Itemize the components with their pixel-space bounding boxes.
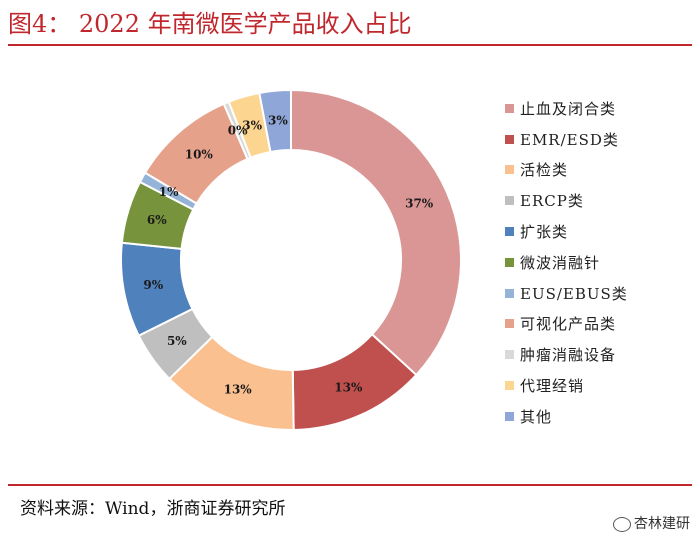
legend-swatch: [505, 165, 514, 175]
legend-item: EUS/EBUS类: [505, 278, 628, 309]
legend-swatch: [505, 196, 514, 206]
slice-label-10: 3%: [242, 119, 262, 133]
wechat-icon: [613, 516, 631, 532]
source-note: 资料来源：Wind，浙商证券研究所: [20, 499, 286, 519]
slice-label-3: 13%: [224, 382, 253, 396]
legend-label: 活检类: [520, 161, 569, 180]
slice-label-11: 3%: [268, 114, 288, 128]
legend-item: 活检类: [505, 155, 628, 186]
legend-label: 止血及闭合类: [520, 99, 617, 118]
slice-label-4: 5%: [167, 334, 187, 348]
legend-swatch: [505, 227, 514, 237]
legend-label: 微波消融针: [520, 253, 601, 272]
legend-item: 其他: [505, 401, 628, 432]
slice-1: [290, 88, 462, 377]
legend-item: 止血及闭合类: [505, 93, 628, 124]
slice-label-1: 37%: [405, 197, 434, 211]
legend-item: 微波消融针: [505, 247, 628, 278]
legend-item: 肿瘤消融设备: [505, 339, 628, 370]
slice-label-2: 13%: [334, 381, 363, 395]
slice-label-6: 6%: [147, 213, 167, 227]
title-divider: [8, 44, 692, 46]
slices-group: [120, 88, 462, 431]
chart-legend: 止血及闭合类 EMR/ESD类 活检类 ERCP类扩张类微波消融针 EUS/EBUS类可…: [505, 93, 628, 432]
legend-swatch: [505, 134, 514, 144]
legend-swatch: [505, 411, 514, 421]
watermark-text: 杏林建研: [634, 516, 690, 532]
legend-item: ERCP类: [505, 185, 628, 216]
legend-item: EMR/ESD类: [505, 124, 628, 155]
slice-label-9: 0%: [228, 124, 248, 138]
legend-swatch: [505, 288, 514, 298]
legend-label: 代理经销: [520, 377, 585, 396]
legend-swatch: [505, 381, 514, 391]
legend-item: 扩张类: [505, 216, 628, 247]
legend-label: 可视化产品类: [520, 315, 617, 334]
slice-label-7: 1%: [159, 185, 179, 199]
slice-11: [258, 88, 292, 154]
legend-swatch: [505, 350, 514, 360]
legend-swatch: [505, 319, 514, 329]
legend-swatch: [505, 257, 514, 267]
legend-label: 其他: [520, 407, 553, 426]
slice-labels-group: 37%13%13%5%9%6%1%10%0%3% 3%: [143, 114, 433, 397]
legend-item: 可视化产品类: [505, 309, 628, 340]
legend-label: EUS/EBUS类: [520, 284, 628, 303]
legend-label: 扩张类: [520, 223, 569, 242]
legend-label: EMR/ESD类: [520, 130, 619, 149]
slice-label-8: 10%: [185, 148, 214, 162]
chart-title: 图4： 2022 年南微医学产品收入占比: [8, 10, 412, 38]
legend-swatch: [505, 103, 514, 113]
watermark: 杏林建研: [613, 513, 690, 533]
legend-label: 肿瘤消融设备: [520, 346, 617, 365]
legend-label: ERCP类: [520, 192, 584, 211]
footer-divider: [8, 484, 692, 486]
donut-chart: 37%13%13%5%9%6%1%10%0%3% 3%: [120, 88, 462, 431]
slice-label-5: 9%: [143, 278, 163, 292]
legend-item: 代理经销: [505, 370, 628, 401]
